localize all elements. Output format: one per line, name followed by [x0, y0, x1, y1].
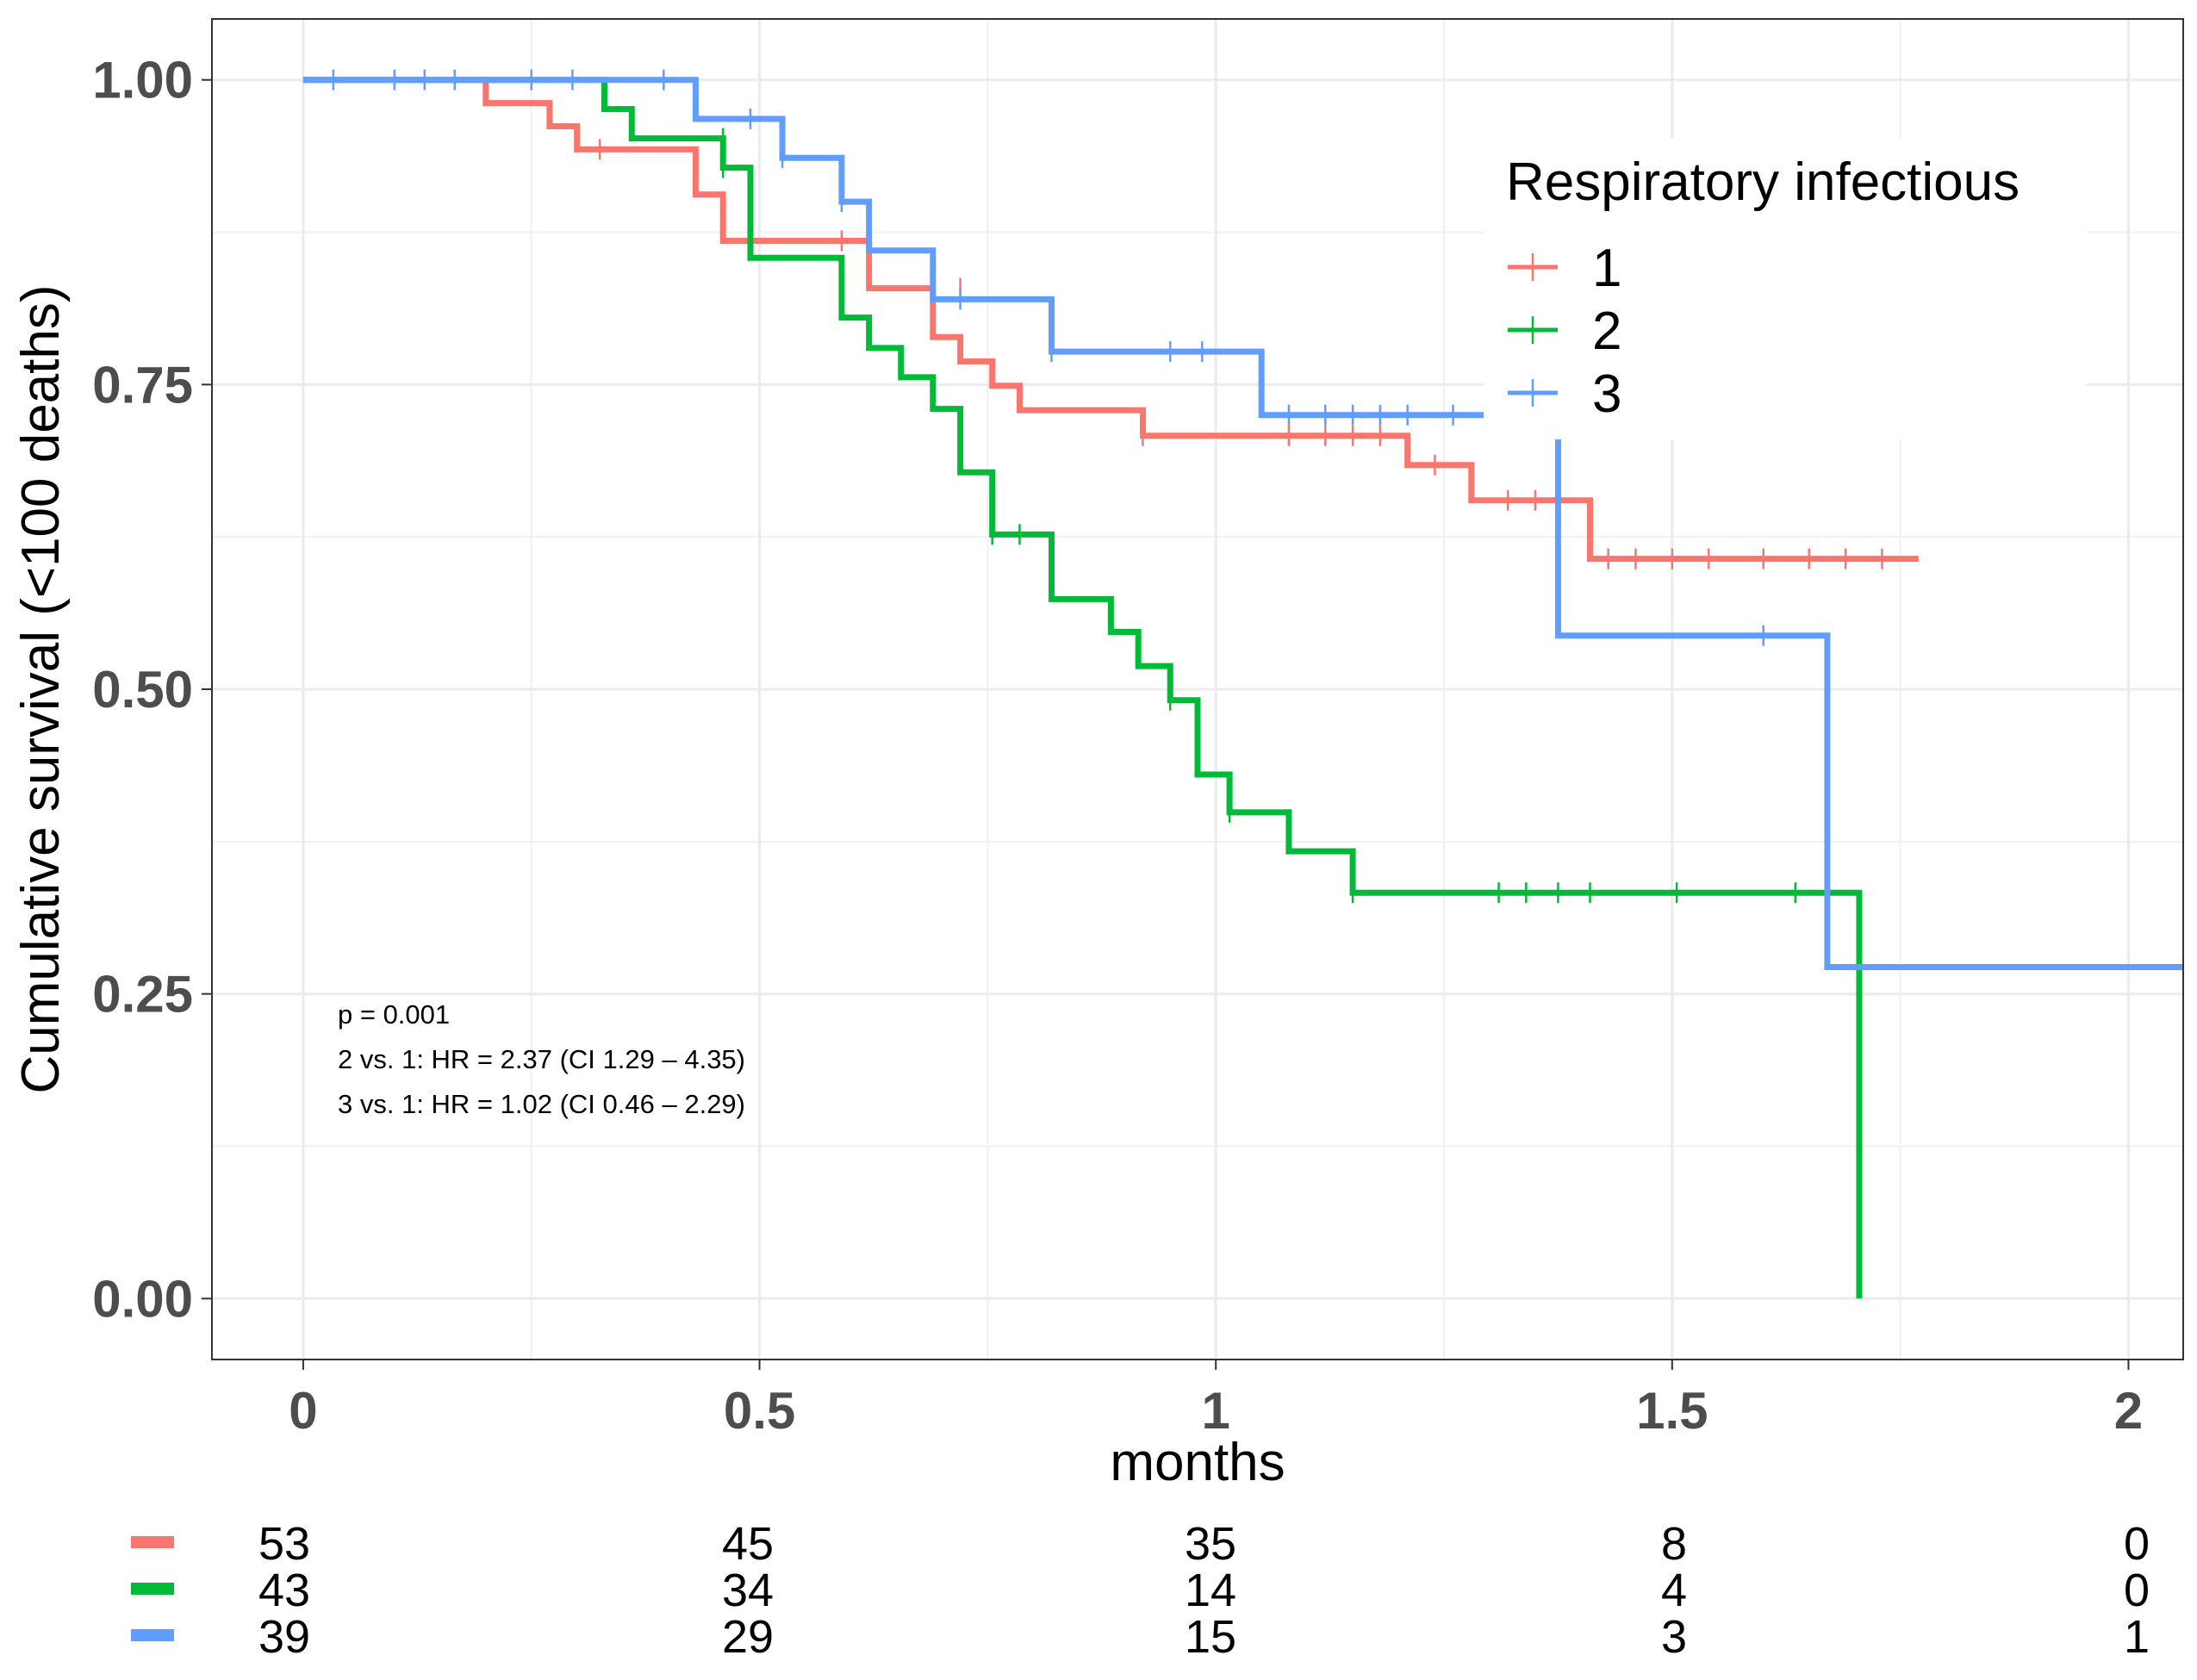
risk-count: 45 [722, 1518, 774, 1570]
risk-count: 29 [722, 1611, 774, 1663]
y-tick-label: 0.50 [92, 661, 193, 719]
survival-curve-3 [302, 77, 2183, 971]
legend-label-3: 3 [1592, 364, 1621, 424]
y-tick-label: 1.00 [92, 52, 193, 109]
risk-table: 53 45 35 8 0 43 34 14 4 0 39 29 15 3 1 [131, 1518, 2150, 1663]
series-1 [302, 77, 1919, 569]
y-axis-title: Cumulative survival (<100 deaths) [11, 284, 71, 1093]
stats-annotations: p = 0.001 2 vs. 1: HR = 2.37 (CI 1.29 – … [338, 999, 745, 1119]
y-tick-label: 0.00 [92, 1270, 193, 1328]
risk-count: 0 [2124, 1565, 2150, 1616]
risk-count: 0 [2124, 1518, 2150, 1570]
risk-count: 8 [1661, 1518, 1687, 1570]
y-tick-label: 0.75 [92, 356, 193, 414]
risk-count: 35 [1185, 1518, 1236, 1570]
legend-items: 123 [1508, 239, 1621, 424]
x-axis-title: months [1110, 1433, 1285, 1492]
risk-count: 3 [1661, 1611, 1687, 1663]
x-tick-label: 0 [289, 1382, 317, 1440]
series-3 [302, 69, 2183, 971]
risk-count: 53 [258, 1518, 310, 1570]
risk-count: 1 [2124, 1611, 2150, 1663]
legend-background [1484, 138, 2087, 439]
x-tick-label: 0.5 [724, 1382, 795, 1440]
risk-count: 4 [1661, 1565, 1687, 1616]
gridlines [212, 19, 2183, 1360]
legend-title: Respiratory infectious [1506, 152, 2020, 212]
risk-count: 43 [258, 1565, 310, 1616]
survival-curve-2 [302, 77, 1863, 1299]
x-tick-label: 1.5 [1636, 1382, 1708, 1440]
series-2 [302, 77, 1863, 1299]
risk-count: 15 [1185, 1611, 1236, 1663]
y-tick-label: 0.25 [92, 966, 193, 1024]
hr-2-vs-1-text: 2 vs. 1: HR = 2.37 (CI 1.29 – 4.35) [338, 1044, 745, 1074]
x-tick-label: 1 [1201, 1382, 1229, 1440]
risk-count: 39 [258, 1611, 310, 1663]
hr-3-vs-1-text: 3 vs. 1: HR = 1.02 (CI 0.46 – 2.29) [338, 1089, 745, 1119]
risk-count: 14 [1185, 1565, 1236, 1616]
risk-count: 34 [722, 1565, 774, 1616]
axis-ticks: 0 0.5 1 1.5 2 0.00 0.25 0.50 0.75 1.00 [92, 52, 2143, 1440]
legend-label-1: 1 [1592, 239, 1621, 298]
survival-curve-1 [302, 77, 1919, 563]
legend: Respiratory infectious 123 [1484, 138, 2087, 439]
x-tick-label: 2 [2114, 1382, 2143, 1440]
legend-label-2: 2 [1592, 302, 1621, 361]
survival-curves [302, 69, 2183, 1299]
p-value-text: p = 0.001 [338, 999, 450, 1030]
